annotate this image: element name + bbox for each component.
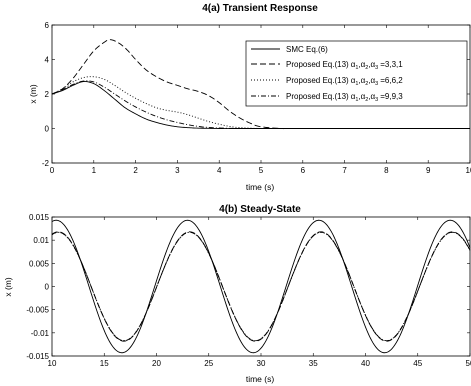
- ticks-steady: 10 15 20 25 30 35 40 45 50 -0.015 -0.01 -0.005 0 0.00…: [26, 213, 471, 368]
- legend-box: [245, 40, 468, 107]
- y-axis-label-steady: x (m): [3, 277, 13, 297]
- legend-alpha1-662: α: [351, 76, 356, 85]
- x-tick-label-a-10: 10: [466, 166, 471, 175]
- y-tick-label-a-4: 6: [45, 21, 50, 30]
- legend-alpha2-662: α: [361, 76, 366, 85]
- series-line-a-3: [51, 80, 470, 129]
- x-tick-label-a-0: 0: [50, 166, 55, 175]
- legend-alpha3-662: α: [371, 76, 376, 85]
- legend-sub1-993: 1: [355, 97, 358, 103]
- x-tick-label-b-5: 35: [309, 359, 318, 368]
- legend-sub3-993: 3: [375, 97, 378, 103]
- series-line-b-2: [51, 231, 471, 342]
- legend-sub2-662: 2: [365, 81, 368, 87]
- x-tick-label-b-7: 45: [413, 359, 422, 368]
- legend-prefix-662: Proposed Eq.(13): [286, 76, 349, 85]
- x-tick-label-a-2: 2: [133, 166, 138, 175]
- x-tick-label-b-8: 50: [466, 359, 471, 368]
- x-tick-label-a-9: 9: [426, 166, 431, 175]
- y-tick-label-a-2: 2: [45, 90, 50, 99]
- x-tick-label-a-8: 8: [384, 166, 389, 175]
- series-line-a-1: [51, 39, 470, 130]
- y-tick-label-b-6: 0.015: [29, 213, 50, 222]
- y-tick-label-b-5: 0.01: [33, 236, 49, 245]
- legend-values-331: =3,3,1: [380, 60, 403, 69]
- y-tick-label-b-4: 0.005: [29, 259, 50, 268]
- y-tick-label-a-1: 0: [45, 125, 50, 134]
- legend-label-smc: SMC Eq.(6): [286, 45, 328, 54]
- x-tick-label-a-7: 7: [342, 166, 347, 175]
- series-line-b-3: [51, 231, 471, 342]
- legend-alpha1-993: α: [351, 92, 356, 101]
- legend-sub1-662: 1: [355, 81, 358, 87]
- x-tick-label-a-6: 6: [301, 166, 306, 175]
- y-tick-label-b-3: 0: [45, 283, 50, 292]
- x-tick-label-a-4: 4: [217, 166, 222, 175]
- x-axis-label-transient: time (s): [246, 182, 275, 192]
- legend-label-662: Proposed Eq.(13) α1,α2,α3 =6,6,2: [286, 76, 403, 87]
- x-axis-label-steady: time (s): [246, 374, 275, 384]
- legend-label-331: Proposed Eq.(13) α1,α2,α3 =3,3,1: [286, 60, 403, 71]
- legend-sub2-331: 2: [365, 65, 368, 71]
- series-lines-steady: [51, 219, 471, 354]
- x-tick-label-b-4: 30: [257, 359, 266, 368]
- y-tick-label-a-3: 4: [45, 56, 50, 65]
- y-axis-label-transient: x (m): [28, 84, 38, 104]
- legend-prefix-331: Proposed Eq.(13): [286, 60, 349, 69]
- x-tick-label-b-3: 25: [204, 359, 213, 368]
- x-tick-label-b-0: 10: [48, 359, 57, 368]
- x-tick-label-a-5: 5: [259, 166, 264, 175]
- legend-sub2-993: 2: [365, 97, 368, 103]
- legend-sub1-331: 1: [355, 65, 358, 71]
- legend-alpha2-331: α: [361, 60, 366, 69]
- y-tick-label-b-2: -0.005: [26, 306, 49, 315]
- legend-values-662: =6,6,2: [380, 76, 403, 85]
- legend-alpha3-993: α: [371, 92, 376, 101]
- chart-title-steady: 4(b) Steady-State: [219, 204, 301, 215]
- y-tick-label-b-0: -0.015: [26, 352, 49, 361]
- legend-values-993: =9,9,3: [380, 92, 403, 101]
- x-tick-label-b-1: 15: [100, 359, 109, 368]
- x-tick-label-b-2: 20: [152, 359, 161, 368]
- legend-alpha2-993: α: [361, 92, 366, 101]
- x-tick-label-a-1: 1: [92, 166, 97, 175]
- x-tick-label-b-6: 40: [361, 359, 370, 368]
- legend-sub3-662: 3: [375, 81, 378, 87]
- y-tick-label-b-1: -0.01: [31, 329, 50, 338]
- legend-alpha3-331: α: [371, 60, 376, 69]
- y-tick-label-a-0: -2: [42, 159, 50, 168]
- legend-label-993: Proposed Eq.(13) α1,α2,α3 =9,9,3: [286, 92, 403, 103]
- x-tick-label-a-3: 3: [175, 166, 180, 175]
- legend-alpha1-331: α: [351, 60, 356, 69]
- series-lines-transient: [51, 39, 470, 130]
- plot-area-steady: [51, 216, 471, 357]
- panel-transient-response: 4(a) Transient Response 012345678910-202…: [28, 3, 471, 192]
- series-line-b-0: [51, 219, 471, 354]
- legend-sub3-331: 3: [375, 65, 378, 71]
- legend-prefix-993: Proposed Eq.(13): [286, 92, 349, 101]
- legend: SMC Eq.(6) Proposed Eq.(13) α1,α2,α3 =3,3,…: [245, 40, 468, 107]
- panel-steady-state: 4(b) Steady-State 10 15 20 25 30 35 40 45 50 -0.0…: [3, 204, 471, 384]
- chart-title-transient: 4(a) Transient Response: [202, 3, 318, 14]
